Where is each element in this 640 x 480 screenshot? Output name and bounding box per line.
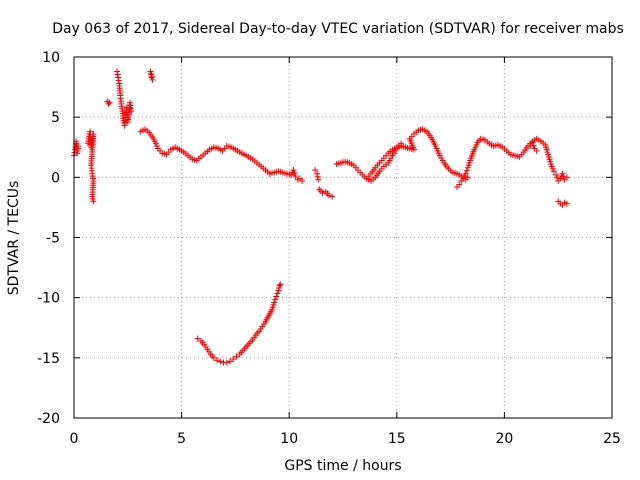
data-point — [230, 356, 237, 363]
data-point — [398, 140, 405, 147]
data-point — [214, 357, 221, 364]
plot-frame — [73, 56, 613, 419]
data-point — [560, 173, 567, 180]
data-point — [148, 70, 155, 77]
data-point — [277, 281, 284, 288]
chart-title: Day 063 of 2017, Sidereal Day-to-day VTE… — [52, 21, 624, 37]
data-point — [114, 68, 121, 75]
data-point — [559, 170, 566, 177]
data-point — [273, 293, 280, 300]
x-tick-label: 25 — [603, 431, 621, 447]
data-point — [227, 358, 234, 365]
data-point — [563, 174, 570, 181]
y-tick-label: -5 — [46, 231, 60, 247]
data-point — [149, 76, 156, 83]
series-sdtvar — [71, 68, 570, 366]
data-point — [149, 73, 156, 80]
x-tick-label: 15 — [388, 431, 406, 447]
x-tick-label: 5 — [177, 431, 186, 447]
data-point — [271, 299, 278, 306]
data-point — [106, 99, 113, 106]
x-tick-labels: 0 5 10 15 20 25 — [70, 431, 621, 447]
data-point — [553, 171, 560, 178]
data-point — [529, 139, 536, 146]
data-point — [210, 354, 217, 361]
grid — [74, 57, 612, 418]
data-point — [114, 71, 121, 78]
data-point — [314, 173, 321, 180]
data-point — [223, 359, 230, 366]
data-point — [456, 181, 463, 188]
data-point — [462, 170, 469, 177]
data-point — [319, 189, 326, 196]
x-tick-label: 20 — [495, 431, 513, 447]
y-tick-label: -15 — [37, 351, 60, 367]
data-point — [527, 143, 534, 150]
y-tick-label: -10 — [37, 291, 60, 307]
data-point — [233, 353, 240, 360]
x-axis-label: GPS time / hours — [284, 458, 401, 474]
data-point — [299, 177, 306, 184]
y-tick-label: 10 — [42, 50, 60, 66]
y-tick-labels: -20 -15 -10 -5 0 5 10 — [37, 50, 60, 427]
data-point — [194, 335, 201, 342]
data-point — [464, 174, 471, 181]
data-point — [274, 290, 281, 297]
data-point — [75, 143, 82, 150]
data-point — [276, 282, 283, 289]
data-point — [312, 167, 319, 174]
data-point — [290, 167, 297, 174]
data-point — [463, 167, 470, 174]
data-point — [115, 74, 122, 81]
data-point — [533, 147, 540, 154]
x-tick-label: 0 — [70, 431, 79, 447]
x-tick-label: 10 — [280, 431, 298, 447]
data-point — [292, 173, 299, 180]
data-point — [291, 170, 298, 177]
data-point — [550, 168, 557, 175]
y-tick-label: 0 — [51, 170, 60, 186]
data-point — [272, 296, 279, 303]
y-tick-label: 5 — [51, 110, 60, 126]
data-point — [530, 142, 537, 149]
data-point — [105, 100, 112, 107]
y-tick-label: -20 — [37, 411, 60, 427]
data-point — [115, 77, 122, 84]
data-point — [128, 108, 135, 115]
data-point — [315, 176, 322, 183]
data-point — [554, 174, 561, 181]
data-point — [90, 198, 97, 205]
y-axis-label: SDTVAR / TECUs — [6, 181, 22, 296]
data-point — [329, 193, 336, 200]
data-point — [217, 358, 224, 365]
data-point — [326, 192, 333, 199]
data-point — [563, 200, 570, 207]
data-point — [314, 170, 321, 177]
